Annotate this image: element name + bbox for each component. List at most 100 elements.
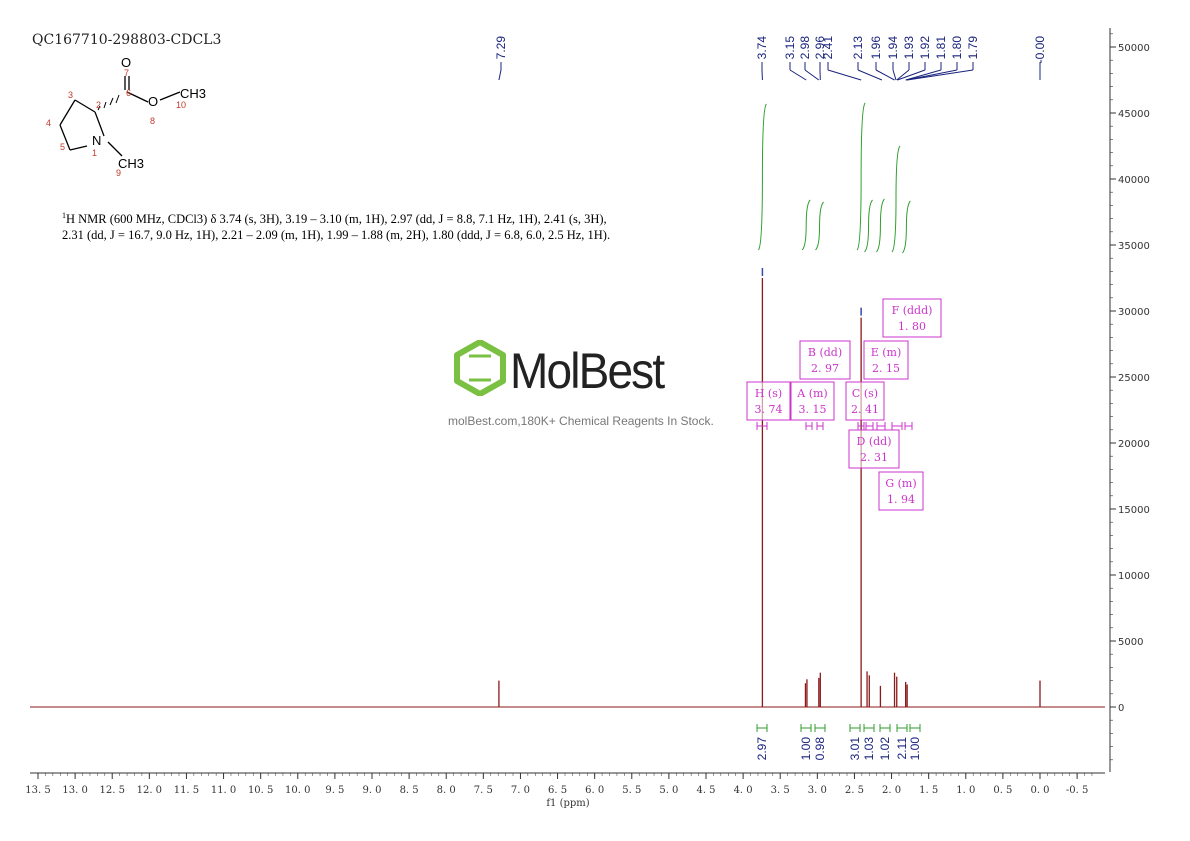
x-tick-label: 13. 5: [25, 785, 50, 796]
peak-shift-label: 3.15: [783, 36, 797, 60]
multiplet-type: A (m): [796, 387, 827, 400]
multiplet-box: [790, 381, 835, 421]
integral-bracket: [800, 724, 812, 732]
x-tick-label: 8. 5: [400, 785, 419, 796]
peak-shift-label: 7.29: [494, 36, 508, 60]
integral-value: 0.98: [813, 737, 827, 761]
atom-number: 10: [176, 100, 186, 110]
nmr-superscript: 1: [62, 211, 66, 220]
peak-shift-label: 2.41: [821, 36, 835, 60]
x-tick-label: 4. 0: [734, 785, 753, 796]
integral-value: 1.00: [908, 737, 922, 761]
molbest-logo: MolBest: [452, 339, 665, 400]
multiplet-shift: 2. 41: [851, 403, 879, 416]
x-tick-label: 12. 5: [99, 785, 124, 796]
multiplet-shift: 3. 15: [799, 403, 827, 416]
x-tick-label: 3. 5: [771, 785, 790, 796]
x-tick-label: 1. 0: [956, 785, 975, 796]
x-axis-label: f1 (ppm): [546, 798, 589, 809]
multiplet-shift: 2. 97: [811, 362, 839, 375]
multiplet-type: D (dd): [857, 435, 892, 448]
x-tick-label: 0. 0: [1030, 785, 1049, 796]
integral-curve: [902, 200, 911, 254]
atom-label: CH3: [118, 156, 144, 171]
atom-label: O: [148, 94, 158, 109]
peak-shift-label: 2.13: [851, 36, 865, 60]
y-tick-label: 20000: [1118, 439, 1150, 450]
x-tick-label: 9. 5: [325, 785, 344, 796]
multiplet-box: [878, 471, 924, 511]
y-tick-label: 5000: [1118, 637, 1143, 648]
multiplet-range-marker: [876, 422, 886, 430]
x-tick-label: 9. 0: [362, 785, 381, 796]
x-tick-label: 2. 5: [845, 785, 864, 796]
integral-bracket: [756, 724, 768, 732]
x-tick-label: 5. 0: [659, 785, 678, 796]
peak-shift-label: 1.94: [886, 36, 900, 60]
multiplet-type: B (dd): [808, 346, 842, 359]
integral-curve: [801, 199, 811, 251]
atom-number: 3: [68, 90, 73, 100]
y-tick-label: 45000: [1118, 109, 1150, 120]
peak-shift-label: 3.74: [755, 36, 769, 60]
peak-label-connector: [789, 69, 807, 81]
integral-curve: [856, 102, 866, 251]
peak-shift-label: 1.92: [918, 36, 932, 60]
multiplet-range-marker: [816, 422, 824, 430]
integral-value: 3.01: [848, 737, 862, 761]
peak-label-connector: [905, 69, 942, 81]
multiplet-box: [746, 381, 791, 421]
atom-number: 6: [126, 88, 131, 98]
multiplet-shift: 1. 80: [898, 320, 926, 333]
multiplet-shift: 2. 15: [872, 362, 900, 375]
multiplet-box: [882, 298, 942, 338]
peak-shift-label: 1.79: [966, 36, 980, 60]
atom-number: 8: [150, 116, 155, 126]
integral-bracket: [863, 724, 875, 732]
peak-label-connector: [892, 69, 897, 81]
atom-number: 5: [60, 142, 65, 152]
multiplet-range-marker: [805, 422, 813, 430]
integral-bracket: [849, 724, 861, 732]
peak-label-connector: [857, 69, 883, 81]
peak-label-connector: [804, 69, 820, 81]
y-tick-label: 30000: [1118, 307, 1150, 318]
x-tick-label: 6. 5: [548, 785, 567, 796]
y-tick-label: 15000: [1118, 505, 1150, 516]
integral-value: 1.02: [878, 737, 892, 761]
multiplet-range-marker: [904, 422, 913, 430]
integral-value: 1.03: [862, 737, 876, 761]
multiplet-type: C (s): [852, 387, 878, 400]
x-tick-label: 2. 0: [882, 785, 901, 796]
atom-label: N: [92, 133, 101, 148]
y-tick-label: 10000: [1118, 571, 1150, 582]
integral-curve: [815, 201, 824, 251]
multiplet-range-marker: [865, 422, 874, 430]
multiplet-box: [799, 340, 851, 380]
multiplet-type: E (m): [871, 346, 902, 359]
atom-number: 7: [124, 68, 129, 78]
multiplet-shift: 1. 94: [887, 493, 915, 506]
integral-curve: [876, 198, 885, 253]
atom-label: CH3: [180, 86, 206, 101]
y-tick-label: 25000: [1118, 373, 1150, 384]
integral-curve: [891, 145, 901, 253]
tagline: molBest.com,180K+ Chemical Reagents In S…: [448, 414, 714, 428]
brand-name: MolBest: [510, 343, 665, 399]
x-tick-label: 4. 5: [696, 785, 715, 796]
y-tick-label: 35000: [1118, 241, 1150, 252]
peak-shift-label: 1.93: [902, 36, 916, 60]
x-tick-label: -0. 5: [1066, 785, 1088, 796]
multiplet-type: F (ddd): [892, 304, 933, 317]
integral-bracket: [814, 724, 826, 732]
x-tick-label: 12. 0: [137, 785, 162, 796]
x-tick-label: 7. 5: [474, 785, 493, 796]
nmr-description: 1H NMR (600 MHz, CDCl3) δ 3.74 (s, 3H), …: [62, 208, 622, 243]
multiplet-shift: 2. 31: [860, 451, 888, 464]
peak-shift-label: 2.96: [813, 36, 827, 60]
x-tick-label: 3. 0: [808, 785, 827, 796]
integral-curve: [864, 199, 873, 253]
nmr-line: H NMR (600 MHz, CDCl3) δ 3.74 (s, 3H), 3…: [62, 212, 611, 243]
multiplet-shift: 3. 74: [755, 403, 783, 416]
